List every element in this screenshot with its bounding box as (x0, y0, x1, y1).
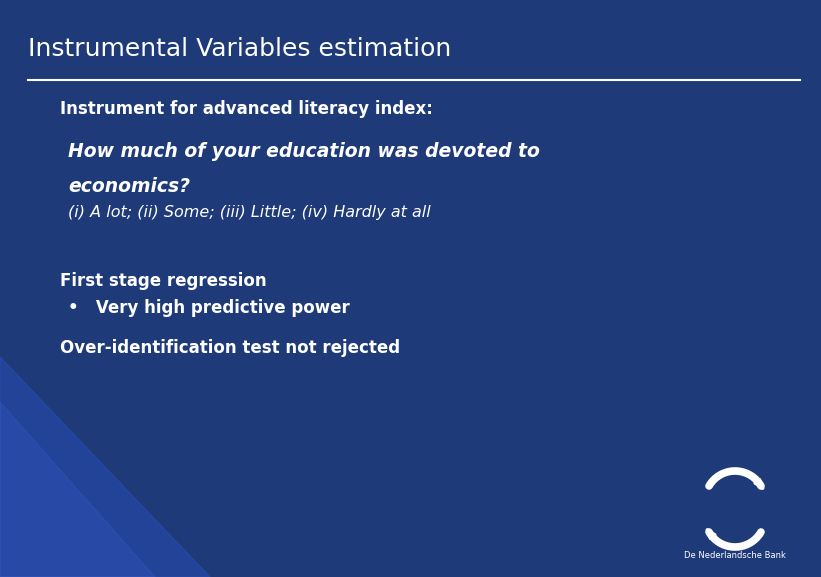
Text: First stage regression: First stage regression (60, 272, 267, 290)
Polygon shape (0, 357, 210, 577)
Text: economics?: economics? (68, 177, 190, 196)
Text: Instrumental Variables estimation: Instrumental Variables estimation (28, 37, 452, 61)
Text: •   Very high predictive power: • Very high predictive power (68, 299, 350, 317)
Polygon shape (0, 402, 155, 577)
Text: Over-identification test not rejected: Over-identification test not rejected (60, 339, 400, 357)
Text: (i) A lot; (ii) Some; (iii) Little; (iv) Hardly at all: (i) A lot; (ii) Some; (iii) Little; (iv)… (68, 205, 431, 220)
Text: Instrument for advanced literacy index:: Instrument for advanced literacy index: (60, 100, 433, 118)
Text: De Nederlandsche Bank: De Nederlandsche Bank (684, 551, 786, 560)
Text: How much of your education was devoted to: How much of your education was devoted t… (68, 142, 540, 161)
